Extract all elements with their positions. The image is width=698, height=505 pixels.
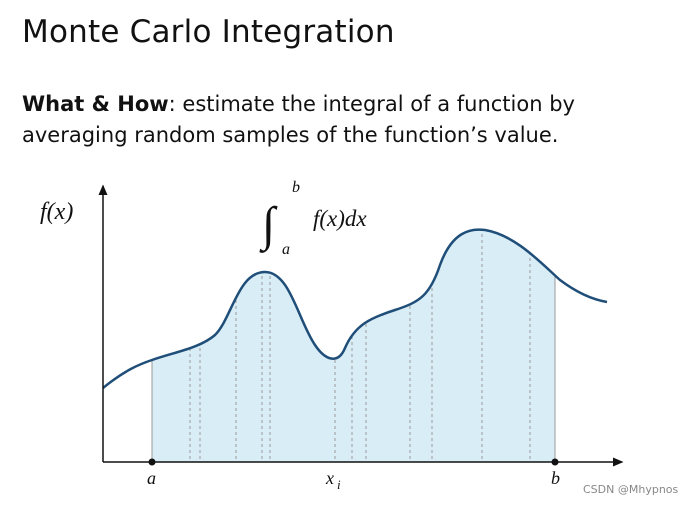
curve (102, 228, 608, 389)
integral-lower: a (282, 241, 290, 258)
integral-upper: b (292, 179, 300, 196)
x-label-sample: x (325, 468, 334, 488)
y-axis-label: f(x) (40, 199, 73, 225)
integral-symbol: ∫ (259, 198, 278, 253)
slide-title: Monte Carlo Integration (22, 14, 395, 50)
sample-lines (189, 229, 531, 462)
integrand: f(x)dx (313, 206, 367, 231)
point-b (551, 458, 559, 466)
point-a (148, 458, 156, 466)
watermark: CSDN @Mhypnos (583, 483, 679, 496)
description: What & How: estimate the integral of a f… (22, 89, 682, 151)
x-label-b: b (551, 468, 560, 488)
description-text: : estimate the integral of a function by… (22, 92, 575, 147)
x-label-a: a (147, 468, 156, 488)
description-label: What & How (22, 92, 169, 116)
x-label-subscript: i (337, 477, 341, 492)
